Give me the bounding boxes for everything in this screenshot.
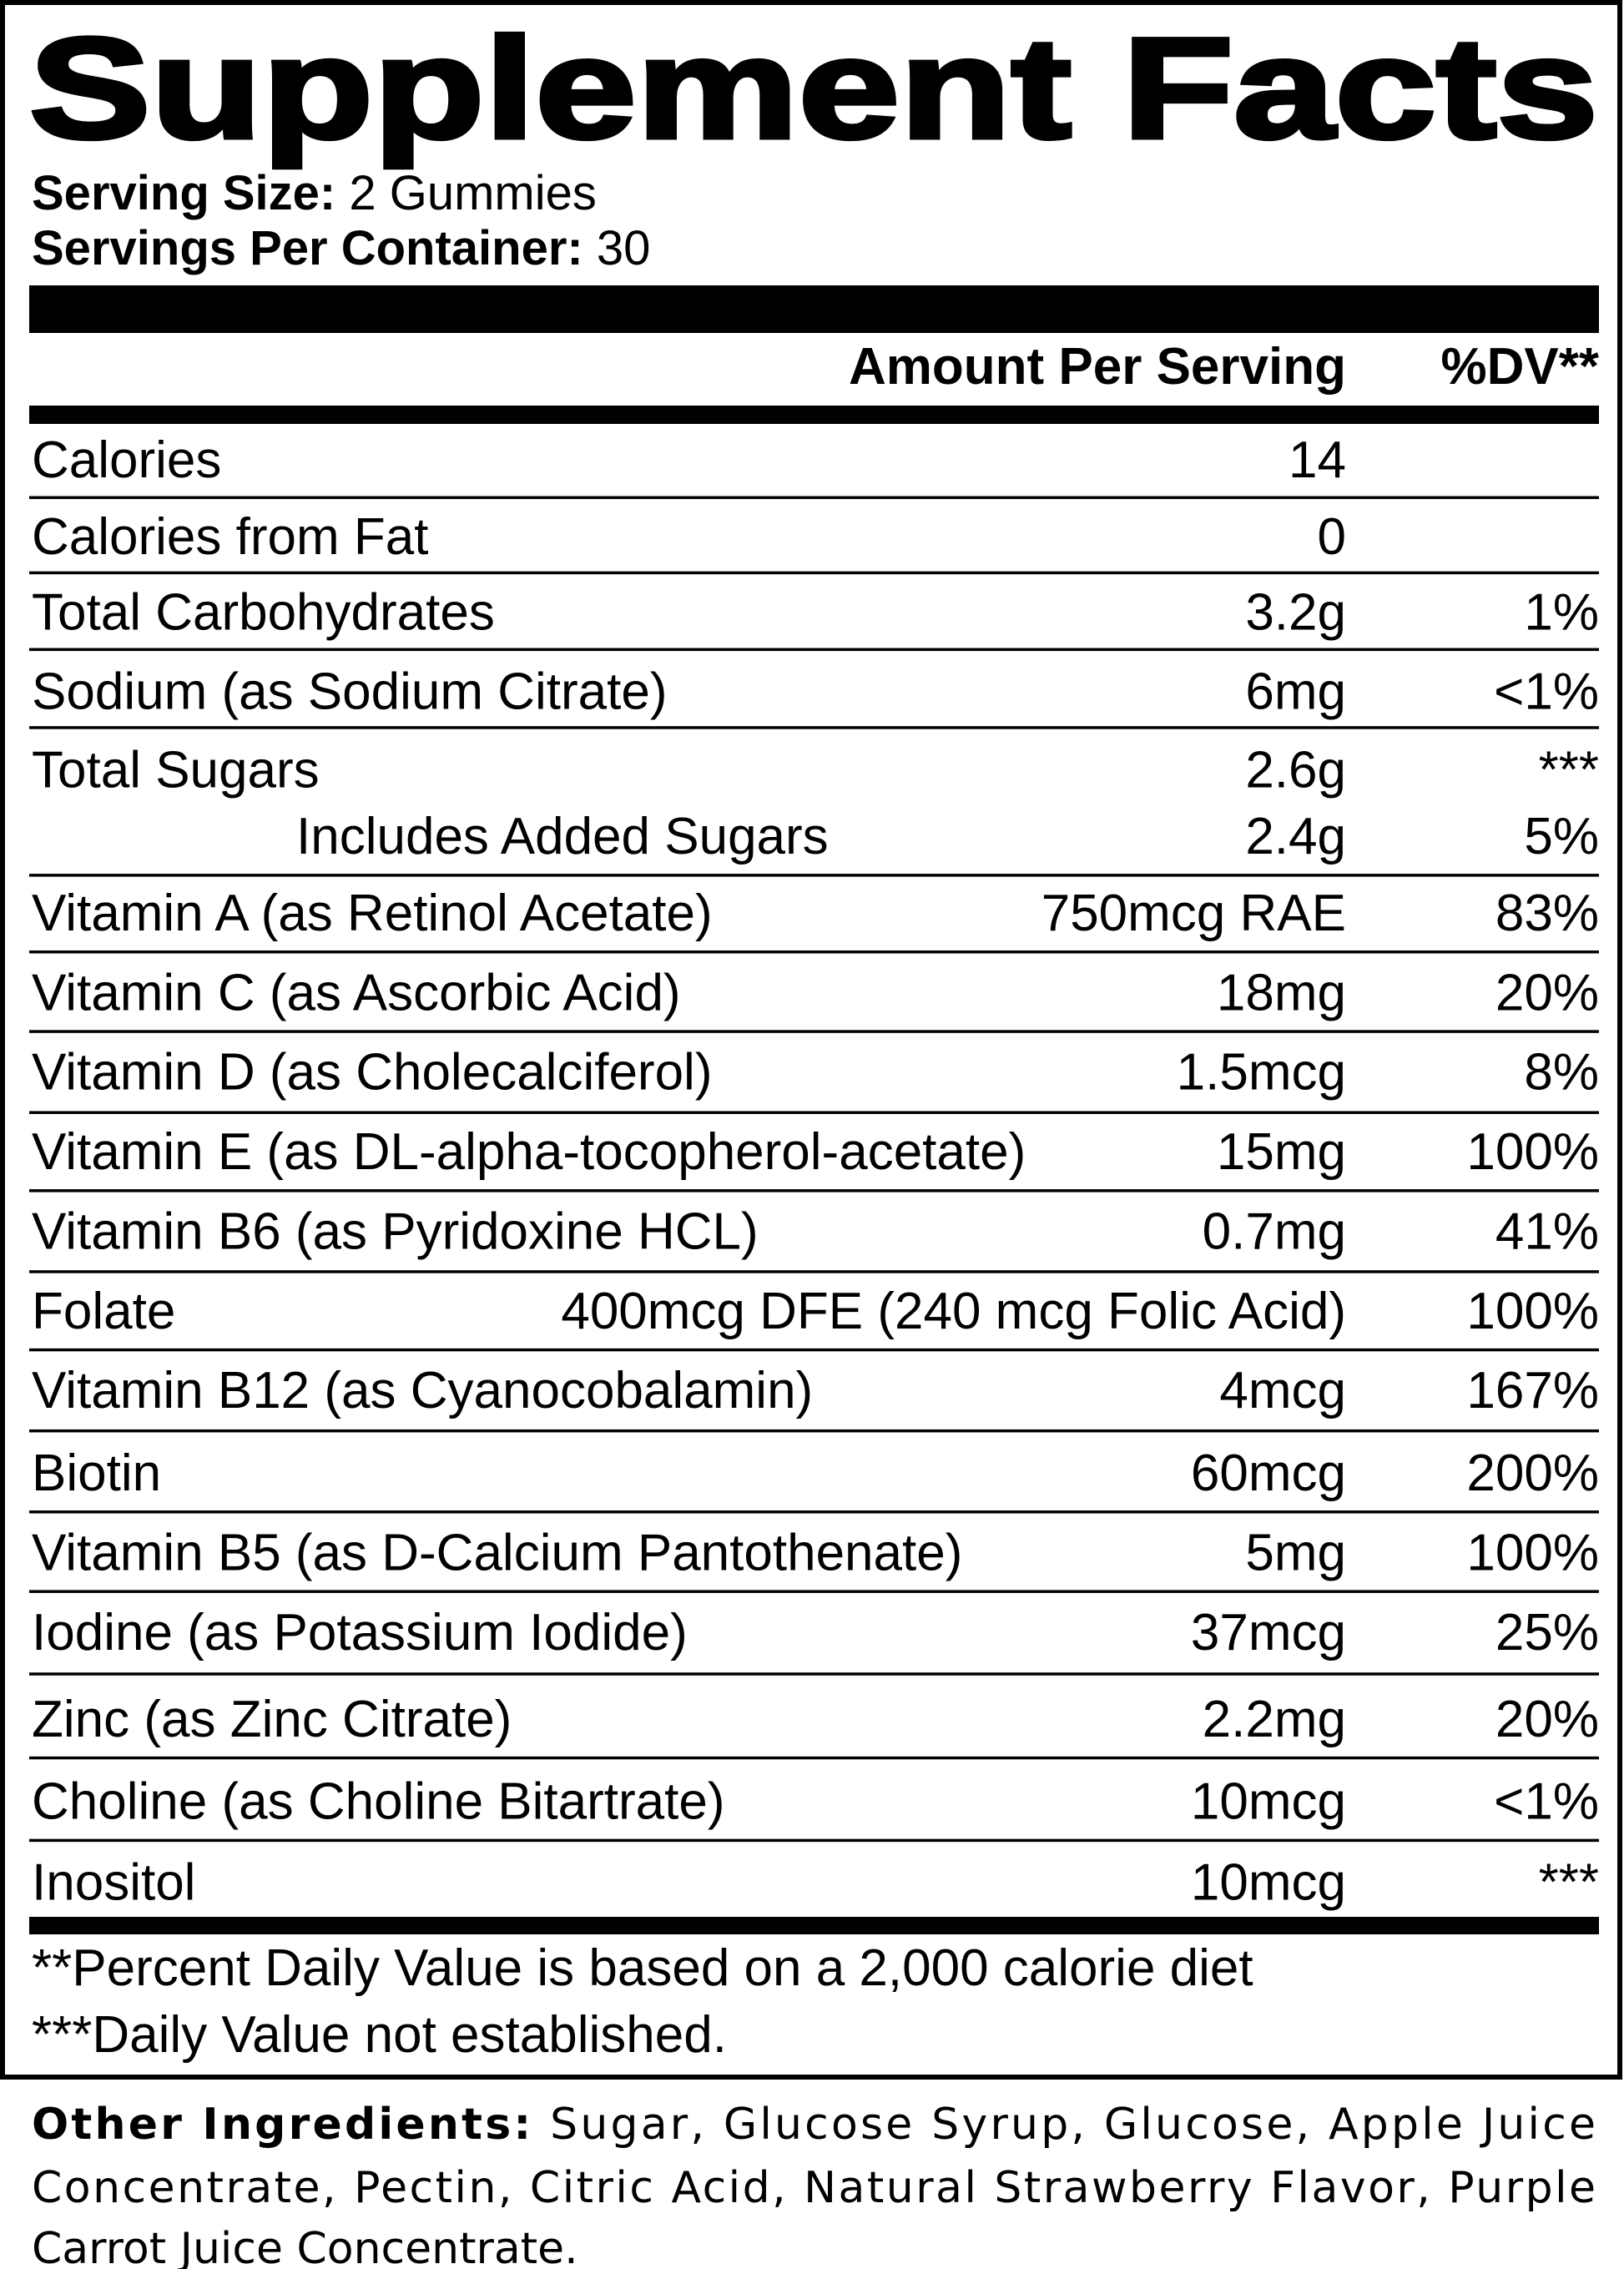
nutrient-name: Includes Added Sugars — [296, 808, 829, 865]
servings-label: Servings Per Container: — [32, 221, 583, 275]
nutrient-amount: 14 — [1289, 431, 1346, 489]
row-rule — [29, 1590, 1599, 1593]
nutrient-dv: <1% — [1494, 663, 1599, 721]
nutrient-amount: 5mg — [1245, 1524, 1346, 1581]
svg-text:Serving Size: 2 Gummies: Serving Size: 2 Gummies — [32, 166, 597, 220]
nutrient-amount: 10mcg — [1191, 1854, 1346, 1912]
row-rule — [29, 1756, 1599, 1760]
row-rule — [29, 1111, 1599, 1114]
serving-size-label: Serving Size: — [32, 166, 335, 220]
nutrient-amount: 15mg — [1217, 1123, 1346, 1181]
nutrient-amount: 3.2g — [1245, 583, 1346, 641]
nutrient-amount: 2.6g — [1245, 741, 1346, 799]
nutrient-dv: 100% — [1466, 1283, 1599, 1340]
ingredients-text: Sugar, Glucose Syrup, Glucose, Apple Jui… — [550, 2100, 1596, 2150]
row-rule — [29, 648, 1599, 652]
thick-bar — [29, 1917, 1599, 1934]
thick-bar — [29, 406, 1599, 424]
nutrient-amount: 2.4g — [1245, 808, 1346, 865]
row-rule — [29, 1030, 1599, 1033]
nutrient-name: Total Carbohydrates — [32, 583, 495, 641]
ingredients-line: Carrot Juice Concentrate. — [32, 2224, 578, 2269]
row-rule — [29, 1429, 1599, 1433]
thick-bar — [29, 285, 1599, 333]
nutrient-dv: 1% — [1524, 583, 1599, 641]
nutrient-name: Zinc (as Zinc Citrate) — [32, 1691, 512, 1748]
row-rule — [29, 874, 1599, 877]
nutrient-dv: *** — [1539, 1854, 1599, 1912]
nutrient-amount: 18mg — [1217, 964, 1346, 1021]
nutrient-amount: 400mcg DFE (240 mcg Folic Acid) — [561, 1283, 1346, 1340]
servings: 30 — [597, 221, 651, 275]
nutrient-amount: 60mcg — [1191, 1445, 1346, 1502]
nutrient-name: Vitamin A (as Retinol Acetate) — [32, 885, 713, 942]
nutrient-dv: 20% — [1495, 1691, 1599, 1748]
row-rule — [29, 1348, 1599, 1352]
nutrient-name: Choline (as Choline Bitartrate) — [32, 1773, 725, 1831]
nutrient-name: Vitamin B12 (as Cyanocobalamin) — [32, 1362, 813, 1419]
nutrient-amount: 37mcg — [1191, 1604, 1346, 1661]
nutrient-dv: <1% — [1494, 1773, 1599, 1831]
column-header: Amount Per Serving — [849, 338, 1346, 396]
title: Supplement Facts — [29, 8, 1598, 169]
nutrient-dv: 167% — [1466, 1362, 1599, 1419]
nutrient-dv: 200% — [1466, 1445, 1599, 1502]
row-rule — [29, 1189, 1599, 1192]
nutrient-name: Iodine (as Potassium Iodide) — [32, 1604, 688, 1661]
nutrient-amount: 1.5mcg — [1177, 1044, 1346, 1102]
nutrient-name: Sodium (as Sodium Citrate) — [32, 663, 668, 721]
serving-size: 2 Gummies — [349, 166, 597, 220]
nutrient-dv: 83% — [1495, 885, 1599, 942]
row-rule — [29, 950, 1599, 954]
nutrient-name: Total Sugars — [32, 741, 320, 799]
ingredients-line: Concentrate, Pectin, Citric Acid, Natura… — [32, 2163, 1596, 2213]
nutrient-name: Inositol — [32, 1854, 195, 1912]
nutrient-name: Biotin — [32, 1445, 161, 1502]
nutrient-dv: 100% — [1466, 1524, 1599, 1581]
column-header: %DV** — [1440, 338, 1599, 396]
nutrient-dv: 100% — [1466, 1123, 1599, 1181]
row-rule — [29, 1270, 1599, 1273]
nutrient-dv: 5% — [1524, 808, 1599, 865]
nutrient-amount: 6mg — [1245, 663, 1346, 721]
nutrient-name: Vitamin D (as Cholecalciferol) — [32, 1044, 712, 1102]
nutrient-dv: 20% — [1495, 964, 1599, 1021]
row-rule — [29, 1672, 1599, 1676]
row-rule — [29, 1838, 1599, 1843]
footnote: **Percent Daily Value is based on a 2,00… — [32, 1939, 1253, 1997]
nutrient-dv: 8% — [1524, 1044, 1599, 1102]
nutrient-amount: 0.7mg — [1203, 1203, 1346, 1260]
row-rule — [29, 496, 1599, 499]
ingredients-line: Other Ingredients: Sugar, Glucose Syrup,… — [32, 2100, 1596, 2150]
nutrient-amount: 4mcg — [1219, 1362, 1346, 1419]
nutrient-amount: 750mcg RAE — [1041, 885, 1346, 942]
nutrient-name: Folate — [32, 1283, 175, 1340]
nutrient-name: Calories from Fat — [32, 508, 428, 566]
nutrient-dv: *** — [1539, 741, 1599, 799]
label-border — [0, 0, 1622, 2080]
nutrient-name: Calories — [32, 431, 221, 489]
nutrient-amount: 0 — [1318, 508, 1346, 566]
footnote: ***Daily Value not established. — [32, 2006, 727, 2064]
nutrient-amount: 10mcg — [1191, 1773, 1346, 1831]
nutrient-dv: 25% — [1495, 1604, 1599, 1661]
ingredients-label: Other Ingredients: — [32, 2100, 531, 2150]
row-rule — [29, 1510, 1599, 1514]
nutrient-name: Vitamin C (as Ascorbic Acid) — [32, 964, 681, 1021]
row-rule — [29, 571, 1599, 575]
nutrient-name: Vitamin B6 (as Pyridoxine HCL) — [32, 1203, 759, 1260]
row-rule — [29, 726, 1599, 729]
nutrient-dv: 41% — [1495, 1203, 1599, 1260]
svg-text:Servings Per Container: 30: Servings Per Container: 30 — [32, 221, 650, 275]
nutrient-name: Vitamin B5 (as D-Calcium Pantothenate) — [32, 1524, 962, 1581]
nutrient-name: Vitamin E (as DL-alpha-tocopherol-acetat… — [32, 1123, 1026, 1181]
nutrient-amount: 2.2mg — [1203, 1691, 1346, 1748]
